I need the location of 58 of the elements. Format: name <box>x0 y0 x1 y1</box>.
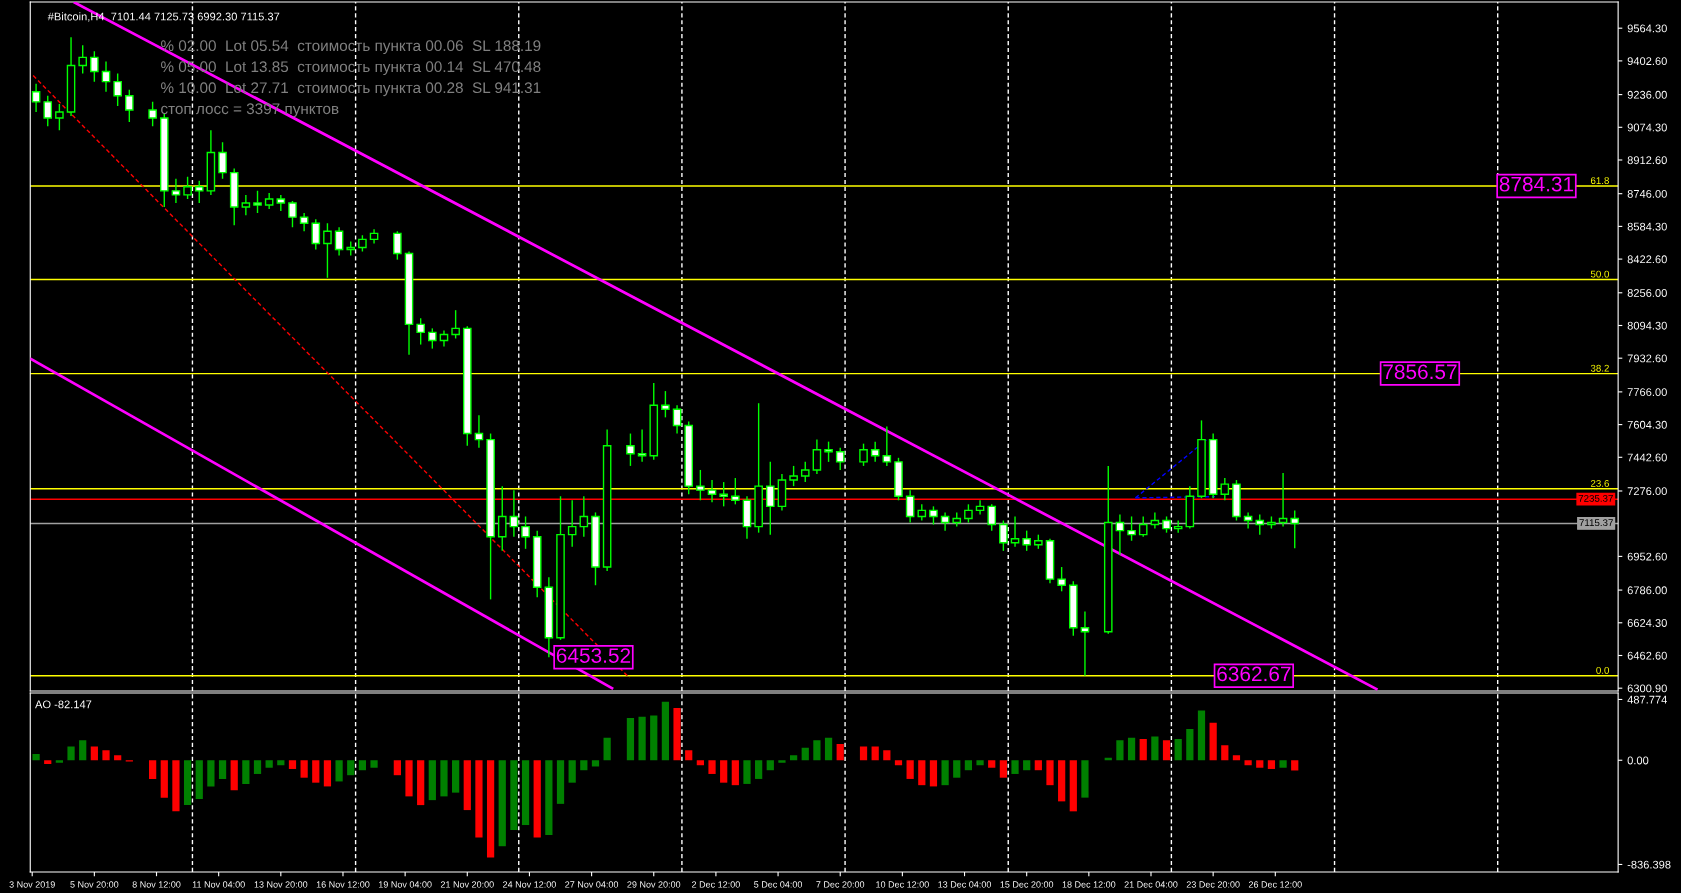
annotation: 6453.52 <box>556 648 631 663</box>
x-tick-label: 27 Nov 04:00 <box>565 881 619 888</box>
x-tick-label: 21 Dec 04:00 <box>1124 881 1178 888</box>
y-tick-label: -836.398 <box>1627 860 1671 869</box>
y-tick-label: 9236.00 <box>1627 90 1667 99</box>
x-tick-label: 26 Dec 12:00 <box>1248 881 1302 888</box>
y-tick-label: 7442.60 <box>1627 453 1667 462</box>
x-tick-label: 29 Nov 20:00 <box>627 881 681 888</box>
x-tick-label: 8 Nov 12:00 <box>132 881 181 888</box>
x-tick-label: 16 Nov 12:00 <box>316 881 370 888</box>
y-tick-label: 7276.00 <box>1627 487 1667 496</box>
y-tick-label: 6624.30 <box>1627 619 1667 627</box>
text: #Bitcoin,H4 7101.44 7125.73 6992.30 7115.37 <box>47 12 280 22</box>
annotation: 8784.31 <box>1499 176 1574 192</box>
x-tick-label: 10 Dec 12:00 <box>876 881 929 888</box>
annotation: 50.0 <box>1590 270 1610 278</box>
y-tick-label: 7604.30 <box>1627 420 1667 429</box>
y-tick-label: 7932.60 <box>1627 354 1667 363</box>
x-tick-label: 13 Nov 20:00 <box>254 881 308 888</box>
y-tick-label: 487.774 <box>1627 695 1667 704</box>
text: AO -82.147 <box>35 700 92 709</box>
x-tick-label: 5 Nov 20:00 <box>70 881 119 888</box>
x-tick-label: 15 Dec 20:00 <box>1000 881 1054 888</box>
y-tick-label: 8746.00 <box>1627 189 1667 198</box>
annotation: 0.0 <box>1596 666 1610 674</box>
y-tick-label: 6300.90 <box>1627 684 1667 693</box>
x-tick-label: 19 Nov 04:00 <box>378 881 432 888</box>
x-tick-label: 23 Dec 20:00 <box>1186 881 1240 888</box>
x-tick-label: 3 Nov 2019 <box>9 881 55 888</box>
x-tick-label: 2 Dec 12:00 <box>692 881 740 888</box>
y-tick-label: 8422.60 <box>1627 255 1667 264</box>
y-tick-label: 9074.30 <box>1627 123 1667 132</box>
y-tick-label: 6462.60 <box>1627 651 1667 660</box>
annotation: 38.2 <box>1590 364 1609 372</box>
x-tick-label: 24 Nov 12:00 <box>503 881 556 888</box>
y-tick-label: 0.00 <box>1627 756 1649 765</box>
ref-line-label: 7115.37 <box>1579 519 1613 527</box>
y-tick-label: 7766.00 <box>1627 388 1667 397</box>
annotation: 7856.57 <box>1383 364 1457 380</box>
x-tick-label: 7 Dec 20:00 <box>816 881 865 888</box>
y-tick-label: 8912.60 <box>1627 156 1667 165</box>
annotation: 61.8 <box>1590 177 1609 185</box>
annotation: % 02.00 Lot 05.54 стоимость пункта 00.06 SL 188.19 <box>161 40 541 55</box>
x-tick-label: 21 Nov 20:00 <box>440 881 494 888</box>
x-tick-label: 18 Dec 12:00 <box>1062 881 1116 888</box>
y-tick-label: 6786.00 <box>1627 586 1667 595</box>
x-tick-label: 11 Nov 04:00 <box>192 881 245 888</box>
y-tick-label: 8584.30 <box>1627 222 1667 231</box>
y-tick-label: 8256.00 <box>1627 289 1667 297</box>
x-tick-label: 5 Dec 04:00 <box>754 881 803 888</box>
ref-line-label: 7235.37 <box>1578 494 1613 502</box>
annotation: 6362.67 <box>1217 666 1291 682</box>
x-tick-label: 13 Dec 04:00 <box>938 881 992 888</box>
y-tick-label: 6952.60 <box>1627 552 1667 561</box>
y-tick-label: 9564.30 <box>1627 24 1667 33</box>
y-tick-label: 8094.30 <box>1627 321 1667 330</box>
annotation: 23.6 <box>1590 479 1609 487</box>
y-tick-label: 9402.60 <box>1627 57 1667 66</box>
